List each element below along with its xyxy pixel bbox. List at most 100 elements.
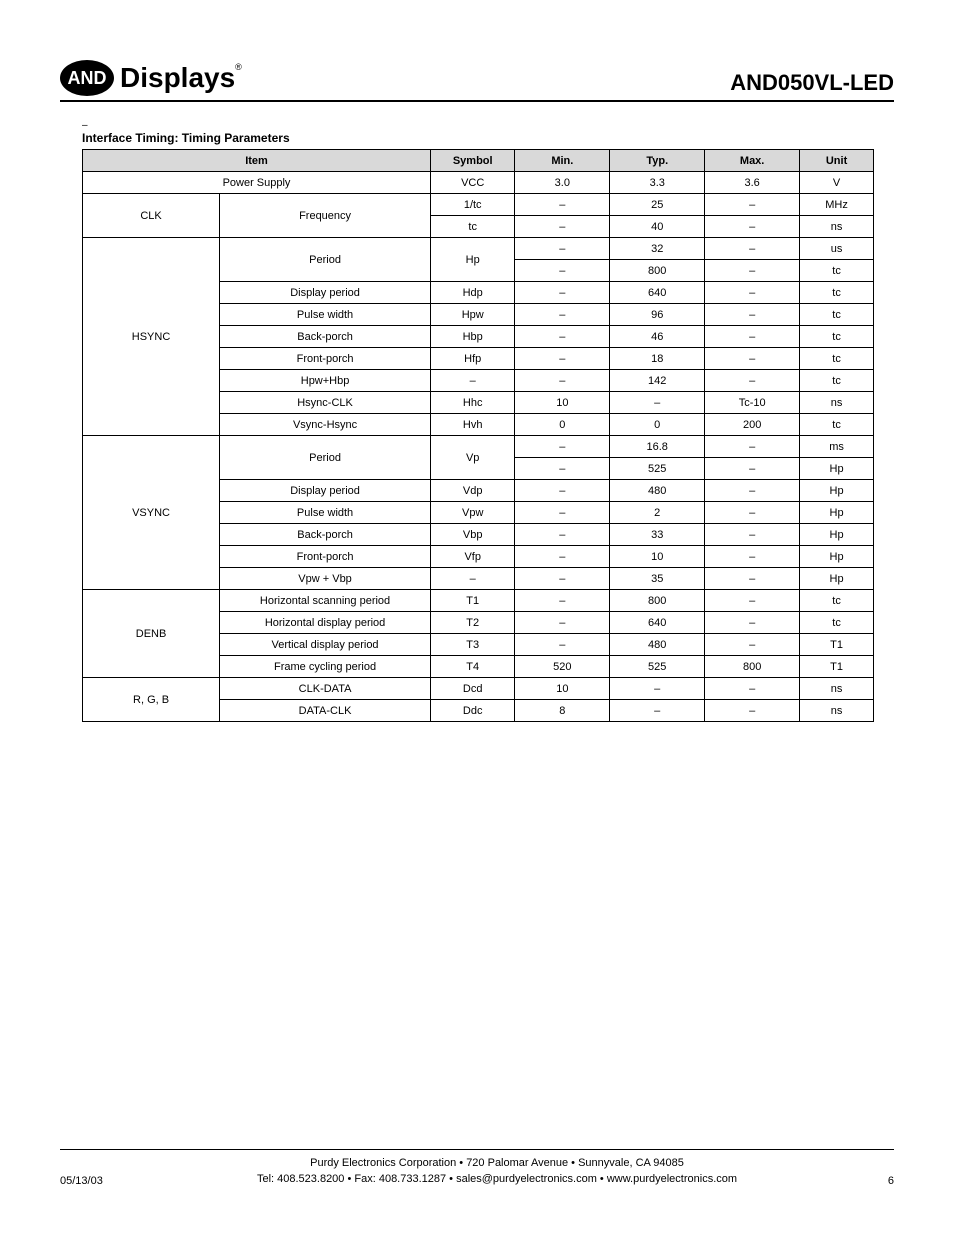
table-cell: 800 [705,656,800,678]
table-cell: ms [800,436,874,458]
table-cell: 40 [610,216,705,238]
logo-word: Displays [120,62,235,93]
table-cell: 0 [515,414,610,436]
footer-line1: Purdy Electronics Corporation • 720 Palo… [130,1156,864,1171]
table-cell: – [515,238,610,260]
table-cell: – [431,370,515,392]
table-cell: – [515,282,610,304]
table-cell: 25 [610,194,705,216]
table-cell: – [515,326,610,348]
table-cell: – [515,612,610,634]
table-cell: 10 [515,392,610,414]
table-cell: T1 [431,590,515,612]
footer-text: Purdy Electronics Corporation • 720 Palo… [130,1156,864,1187]
table-cell: ns [800,700,874,722]
table-cell: Hdp [431,282,515,304]
table-cell: 10 [610,546,705,568]
table-cell: Power Supply [83,172,431,194]
table-cell: Hp [800,546,874,568]
table-cell: CLK [83,194,220,238]
table-cell: tc [800,304,874,326]
table-cell: T4 [431,656,515,678]
table-cell: 8 [515,700,610,722]
table-cell: VCC [431,172,515,194]
table-cell: R, G, B [83,678,220,722]
logo: AND Displays® [60,60,242,96]
table-cell: – [705,326,800,348]
table-cell: DENB [83,590,220,678]
table-cell: – [705,238,800,260]
table-cell: Hpw+Hbp [220,370,431,392]
table-cell: V [800,172,874,194]
table-cell: T1 [800,634,874,656]
table-cell: 3.6 [705,172,800,194]
table-cell: – [705,348,800,370]
table-cell: 525 [610,458,705,480]
table-cell: Hp [800,480,874,502]
table-cell: – [705,546,800,568]
table-cell: – [610,392,705,414]
table-cell: 480 [610,480,705,502]
table-cell: 640 [610,612,705,634]
footer-page: 6 [864,1175,894,1187]
table-cell: – [705,480,800,502]
table-cell: Ddc [431,700,515,722]
page: AND Displays® AND050VL-LED – Interface T… [0,0,954,722]
table-cell: 3.0 [515,172,610,194]
table-cell: Frame cycling period [220,656,431,678]
table-cell: tc [800,370,874,392]
table-cell: Vp [431,436,515,480]
table-cell: 800 [610,590,705,612]
table-cell: Display period [220,282,431,304]
table-cell: tc [800,260,874,282]
table-cell: Hp [800,524,874,546]
table-cell: – [515,348,610,370]
table-cell: Pulse width [220,502,431,524]
table-cell: – [705,700,800,722]
table-cell: – [610,678,705,700]
table-cell: Front-porch [220,348,431,370]
table-cell: 35 [610,568,705,590]
table-cell: – [515,502,610,524]
table-cell: Vpw + Vbp [220,568,431,590]
table-row: CLKFrequency1/tc–25–MHz [83,194,874,216]
table-cell: Vfp [431,546,515,568]
table-cell: – [705,304,800,326]
table-cell: – [515,194,610,216]
table-header-row: Item Symbol Min. Typ. Max. Unit [83,150,874,172]
footer-line2: Tel: 408.523.8200 • Fax: 408.733.1287 • … [130,1172,864,1187]
table-cell: – [705,502,800,524]
table-cell: Dcd [431,678,515,700]
table-cell: Hsync-CLK [220,392,431,414]
table-cell: 2 [610,502,705,524]
table-cell: Vdp [431,480,515,502]
table-cell: 3.3 [610,172,705,194]
table-cell: – [705,590,800,612]
table-cell: – [705,458,800,480]
table-row: Power SupplyVCC3.03.33.6V [83,172,874,194]
th-item: Item [83,150,431,172]
table-cell: – [515,260,610,282]
table-cell: T3 [431,634,515,656]
table-cell: Hfp [431,348,515,370]
logo-mark: AND [60,60,114,96]
table-cell: – [705,282,800,304]
table-cell: ns [800,392,874,414]
table-cell: Period [220,238,431,282]
table-cell: – [515,216,610,238]
table-cell: Period [220,436,431,480]
part-number: AND050VL-LED [730,70,894,96]
logo-reg: ® [235,62,242,72]
table-head: Item Symbol Min. Typ. Max. Unit [83,150,874,172]
table-cell: – [515,590,610,612]
table-cell: 640 [610,282,705,304]
table-cell: Vbp [431,524,515,546]
table-cell: 142 [610,370,705,392]
table-cell: 32 [610,238,705,260]
table-cell: 800 [610,260,705,282]
table-cell: Back-porch [220,326,431,348]
table-cell: CLK-DATA [220,678,431,700]
table-row: VSYNCPeriodVp–16.8–ms [83,436,874,458]
page-footer: 05/13/03 Purdy Electronics Corporation •… [60,1149,894,1187]
table-cell: 18 [610,348,705,370]
